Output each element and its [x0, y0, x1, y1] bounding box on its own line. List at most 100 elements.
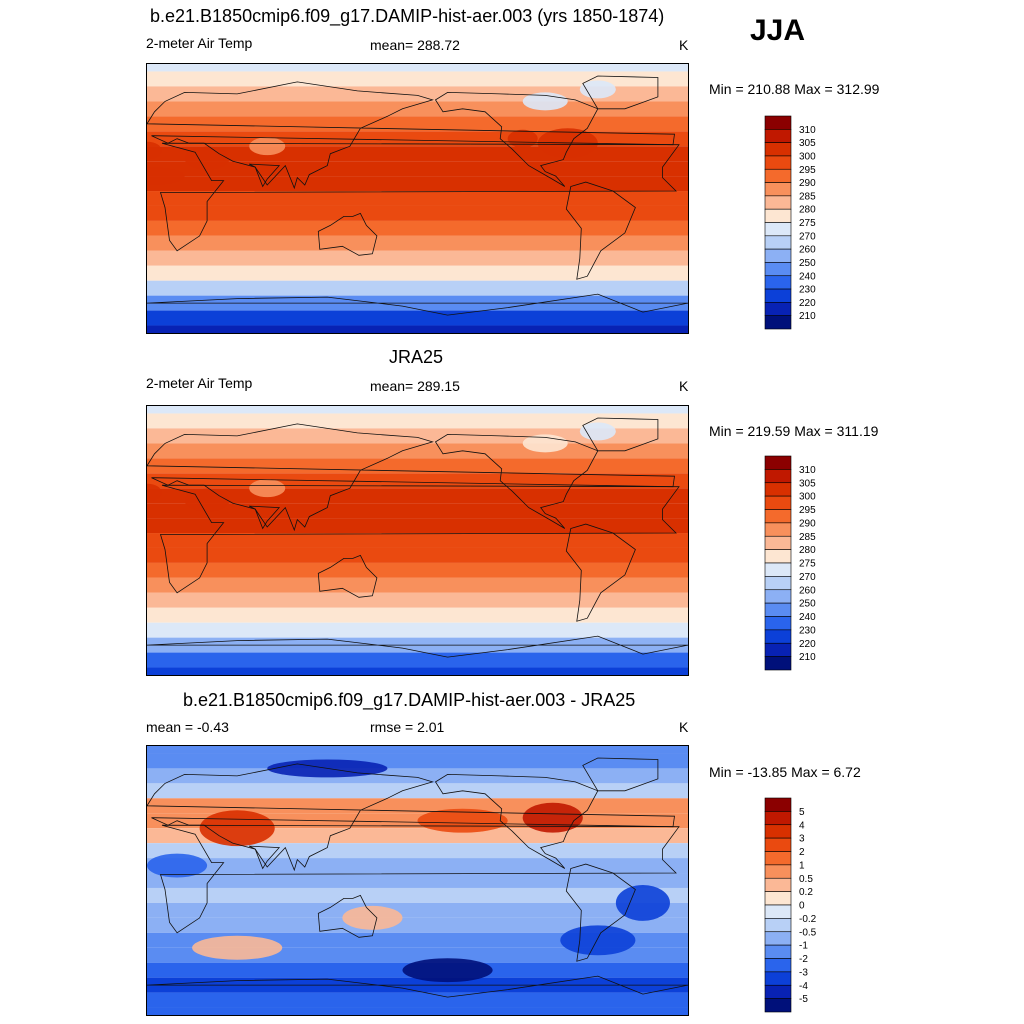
- regional-anomaly: [249, 479, 286, 498]
- colorbar-swatch: [764, 944, 792, 959]
- colorbar-tick-label: -4: [799, 981, 808, 992]
- coastline-india: [249, 505, 281, 530]
- season-label: JJA: [750, 14, 806, 47]
- colorbar-swatch: [764, 656, 792, 671]
- zonal-band-80: [147, 71, 688, 87]
- zonal-band-20: [147, 843, 688, 859]
- coastline-greenland: [582, 417, 659, 452]
- colorbar-tick-label: 260: [799, 585, 816, 596]
- colorbar-tick-label: 5: [799, 807, 805, 818]
- zonal-band--30: [147, 577, 688, 593]
- regional-anomaly: [579, 80, 616, 99]
- panel-obs-mean-label: mean= 289.15: [370, 378, 460, 394]
- coastline-africa: [159, 484, 680, 594]
- coastline-india: [249, 845, 281, 870]
- coastline-north-america: [434, 91, 599, 187]
- zonal-band--90: [147, 325, 688, 333]
- colorbar-tick-label: 310: [799, 465, 816, 476]
- colorbar-tick-label: 275: [799, 218, 816, 229]
- colorbar-tick-label: 280: [799, 205, 816, 216]
- colorbar-swatch: [764, 315, 792, 330]
- colorbar-tick-label: 0.5: [799, 874, 813, 885]
- panel-model-minmax-label: Min = 210.88 Max = 312.99: [709, 81, 880, 97]
- colorbar-swatch: [764, 851, 792, 866]
- coastline-greenland: [582, 757, 659, 792]
- colorbar-tick-label: 3: [799, 834, 805, 845]
- colorbar-swatch: [764, 509, 792, 524]
- coastline-europe-asia: [147, 763, 675, 872]
- panel-obs-map: [146, 405, 689, 676]
- zonal-band--40: [147, 932, 688, 948]
- regional-anomaly: [184, 146, 230, 171]
- regional-anomaly: [522, 802, 583, 833]
- panel-obs-title: JRA25: [389, 347, 444, 367]
- regional-anomaly: [192, 935, 283, 960]
- regional-anomaly: [147, 167, 185, 186]
- colorbar-tick-label: 280: [799, 545, 816, 556]
- regional-anomaly: [147, 483, 163, 502]
- colorbar-tick-label: 210: [799, 311, 816, 322]
- zonal-band-60: [147, 783, 688, 799]
- zonal-band--50: [147, 607, 688, 623]
- panel-obs-variable-label: 2-meter Air Temp: [146, 375, 253, 391]
- colorbar-swatch: [764, 918, 792, 933]
- colorbar-tick-label: 300: [799, 492, 816, 503]
- zonal-band-20: [147, 161, 688, 177]
- colorbar-swatch: [764, 235, 792, 250]
- colorbar-tick-label: 285: [799, 191, 816, 202]
- colorbar-tick-label: -5: [799, 994, 808, 1005]
- colorbar-swatch: [764, 248, 792, 263]
- colorbar-swatch: [764, 629, 792, 644]
- regional-anomaly: [402, 958, 493, 983]
- colorbar-swatch: [764, 958, 792, 973]
- colorbar-swatch: [764, 182, 792, 197]
- coastline-europe-asia: [147, 423, 675, 532]
- zonal-band--80: [147, 310, 688, 326]
- panel-diff-title: b.e21.B1850cmip6.f09_g17.DAMIP-hist-aer.…: [183, 690, 636, 710]
- colorbar-tick-label: 220: [799, 639, 816, 650]
- colorbar-swatch: [764, 482, 792, 497]
- zonal-band-50: [147, 458, 688, 474]
- colorbar-swatch: [764, 155, 792, 170]
- regional-anomaly: [417, 808, 508, 833]
- regional-anomaly: [249, 137, 286, 156]
- zonal-band--30: [147, 235, 688, 251]
- colorbar-tick-label: 260: [799, 245, 816, 256]
- colorbar-tick-label: 240: [799, 271, 816, 282]
- coastline-north-america: [434, 773, 599, 869]
- zonal-band--80: [147, 992, 688, 1008]
- colorbar-tick-label: 2: [799, 847, 805, 858]
- panel-diff-map: [146, 745, 689, 1016]
- regional-anomaly: [342, 905, 403, 930]
- coastline-africa: [159, 142, 680, 252]
- panel-diff-units-label: K: [679, 719, 689, 735]
- zonal-band-90: [147, 746, 688, 754]
- colorbar-swatch: [764, 455, 792, 470]
- colorbar-tick-label: 0.2: [799, 887, 813, 898]
- colorbar-swatch: [764, 208, 792, 223]
- coastline-antarctica: [147, 635, 688, 658]
- panel-model-units-label: K: [679, 37, 689, 53]
- panel-obs-colorbar: 310 305 300 295 290 285 280 275 270 260 250 240 230 2…: [764, 455, 816, 671]
- zonal-band--10: [147, 547, 688, 563]
- colorbar-swatch: [764, 262, 792, 277]
- zonal-band-0: [147, 873, 688, 888]
- colorbar-tick-label: 270: [799, 572, 816, 583]
- colorbar-swatch: [764, 115, 792, 130]
- zonal-band--10: [147, 205, 688, 221]
- colorbar-tick-label: 290: [799, 518, 816, 529]
- zonal-band-0: [147, 533, 688, 548]
- colorbar-swatch: [764, 984, 792, 999]
- colorbar-tick-label: 275: [799, 559, 816, 570]
- colorbar-tick-label: 290: [799, 178, 816, 189]
- colorbar-swatch: [764, 469, 792, 484]
- colorbar-swatch: [764, 811, 792, 826]
- colorbar-swatch: [764, 616, 792, 631]
- zonal-band-20: [147, 503, 688, 519]
- panel-model-colorbar: 310 305 300 295 290 285 280 275 270 260 250 240 230 2…: [764, 115, 816, 330]
- colorbar-tick-label: -2: [799, 954, 808, 965]
- colorbar-tick-label: -0.5: [799, 927, 817, 938]
- colorbar-tick-label: -0.2: [799, 914, 817, 925]
- coastline-south-america: [565, 523, 636, 622]
- panel-obs-units-label: K: [679, 378, 689, 394]
